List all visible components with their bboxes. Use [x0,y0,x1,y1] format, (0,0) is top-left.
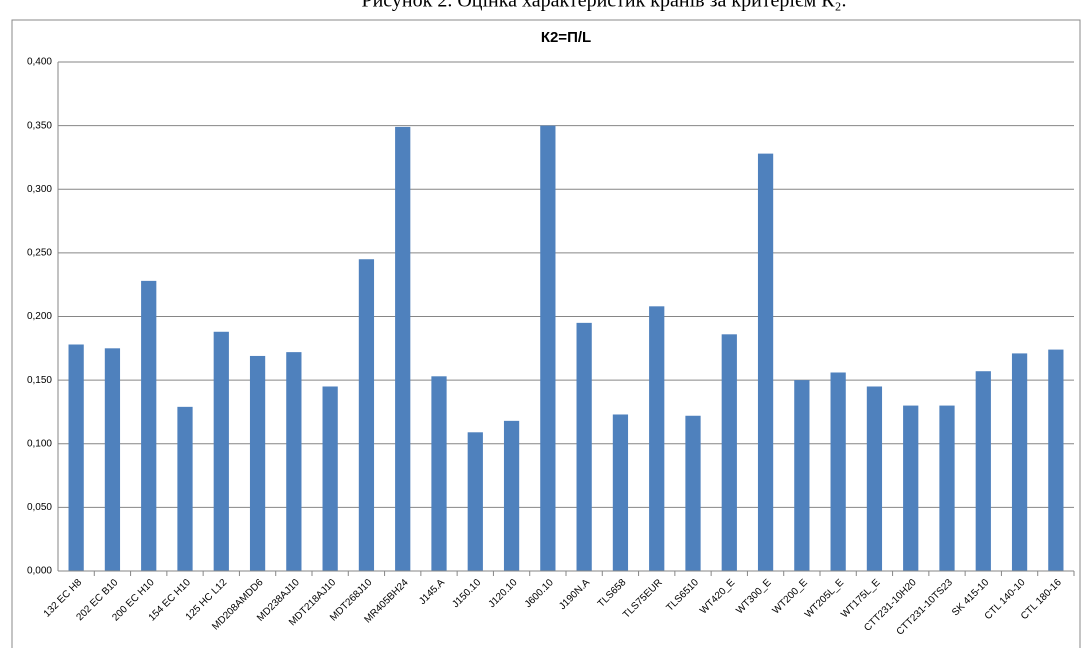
bar [830,372,846,571]
x-tick-label: WT300_E [734,577,773,616]
y-tick-label: 0,350 [27,120,52,131]
bar [975,371,991,571]
y-tick-label: 0,150 [27,375,52,386]
bar [721,334,737,571]
bar [104,348,121,571]
y-tick-label: 0,000 [27,566,52,577]
x-tick-label: J150.10 [450,577,483,610]
bar [467,432,483,571]
bar [249,355,266,571]
bar [757,153,774,571]
bar [322,386,338,571]
bar [649,306,665,571]
bar [1011,353,1028,571]
bar [395,126,411,572]
x-tick-label: TLS658 [596,577,629,610]
chart-frame [11,19,1081,648]
bar [685,415,701,571]
bar [866,386,883,571]
bar [213,331,229,571]
bar [503,420,520,571]
bar [177,406,193,571]
x-tick-label: TLS6510 [665,577,702,614]
bar [358,259,375,571]
x-tick-label: TLS75EUR [621,577,665,621]
bar [576,322,592,571]
x-tick-label: J145.A [417,577,447,607]
bar [794,380,810,571]
bar [286,352,302,571]
bar [939,405,955,571]
bar [540,125,556,571]
y-tick-label: 0,100 [27,438,52,449]
x-tick-label: J600.10 [523,577,556,610]
y-tick-label: 0,300 [27,184,52,195]
y-tick-label: 0,250 [27,248,52,259]
y-tick-label: 0,050 [27,502,52,513]
x-tick-label: J120.10 [487,577,520,610]
chart-title: К2=П/L [541,29,591,46]
bar [1048,349,1064,571]
bar [431,376,447,571]
x-tick-label: J190N.A [557,577,592,612]
y-tick-label: 0,400 [27,57,52,68]
y-tick-label: 0,200 [27,311,52,322]
caption: Рисунок 2. Оцінка характеристик кранів з… [361,0,846,12]
bar [903,405,919,571]
bar [612,414,629,571]
x-tick-label: WT420_E [698,577,737,616]
bar [141,280,157,571]
bar [68,344,84,571]
